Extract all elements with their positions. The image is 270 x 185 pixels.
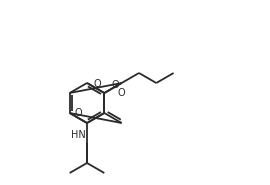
- Text: O: O: [93, 79, 101, 89]
- Text: O: O: [75, 108, 82, 118]
- Text: O: O: [118, 88, 126, 98]
- Text: O: O: [111, 80, 119, 90]
- Text: HN: HN: [71, 130, 86, 140]
